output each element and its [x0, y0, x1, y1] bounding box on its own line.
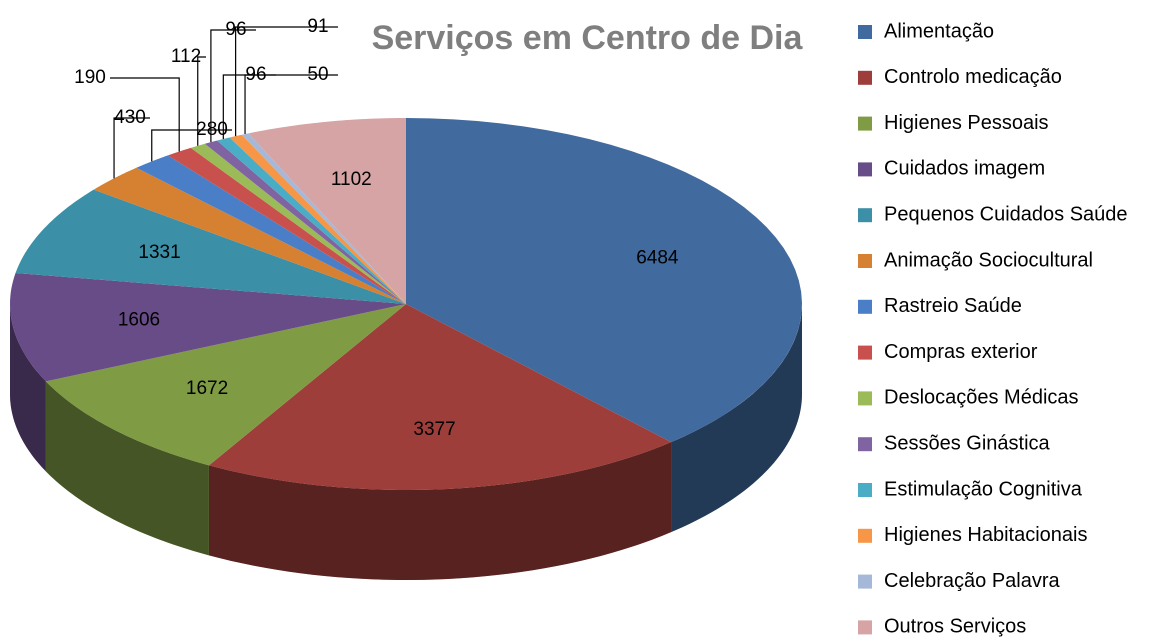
legend-label: Deslocações Médicas: [884, 387, 1079, 409]
slice: [10, 272, 407, 382]
legend-swatch: [858, 574, 872, 589]
legend-label: Compras exterior: [884, 341, 1038, 363]
slice-side-shade: [671, 304, 802, 533]
data-label: 1331: [138, 242, 180, 263]
legend-label: Higienes Pessoais: [884, 112, 1049, 134]
legend-label: Celebração Palavra: [884, 570, 1061, 592]
slice-side: [45, 381, 209, 556]
legend-swatch: [858, 116, 872, 131]
slice: [208, 304, 672, 490]
legend-swatch: [858, 391, 872, 406]
data-label: 112: [171, 46, 201, 67]
legend-label: Higienes Habitacionais: [884, 524, 1087, 546]
data-label: 3377: [413, 419, 455, 440]
legend-label: Cuidados imagem: [884, 158, 1045, 180]
legend-swatch: [858, 25, 872, 39]
legend-swatch: [858, 483, 872, 497]
slice-side: [671, 304, 802, 533]
slice: [406, 118, 802, 443]
slice: [241, 133, 406, 304]
slice: [248, 118, 406, 304]
legend-label: Sessões Ginástica: [884, 432, 1051, 454]
legend-label: Outros Serviços: [884, 616, 1026, 638]
legend-swatch: [858, 620, 872, 635]
slice: [167, 147, 406, 304]
slice-side: [10, 304, 46, 472]
leader-line: [151, 129, 232, 162]
legend-label: Animação Sociocultural: [884, 249, 1093, 271]
leader-line: [113, 117, 150, 179]
leader-line: [244, 74, 338, 135]
legend-label: Estimulação Cognitiva: [884, 478, 1083, 500]
slice: [93, 167, 407, 304]
legend-swatch: [858, 162, 872, 177]
legend-swatch: [858, 345, 872, 360]
slice: [204, 140, 406, 304]
legend-swatch: [858, 437, 872, 452]
slice: [217, 137, 406, 304]
leader-line: [110, 77, 180, 152]
legend-swatch: [858, 70, 872, 85]
slice: [45, 304, 407, 466]
chart-title: Serviços em Centro de Dia: [372, 19, 804, 57]
leader-line: [197, 56, 206, 146]
leader-line: [235, 26, 338, 137]
slice-side-shade: [10, 304, 46, 472]
legend-label: Alimentação: [884, 20, 994, 42]
data-label: 1606: [118, 309, 160, 330]
slice-side-shade: [45, 381, 209, 556]
legend-label: Pequenos Cuidados Saúde: [884, 203, 1128, 225]
data-label: 1672: [186, 378, 228, 399]
slice: [190, 143, 406, 304]
slice-side-shade: [208, 442, 672, 580]
legend-swatch: [858, 208, 872, 223]
leader-line: [210, 29, 256, 143]
legend-label: Controlo medicação: [884, 66, 1062, 88]
legend-swatch: [858, 528, 872, 543]
data-label: 6484: [636, 248, 679, 269]
slice: [136, 155, 406, 304]
data-label: 190: [74, 67, 106, 88]
slice-side: [208, 442, 672, 580]
legend-swatch: [858, 299, 872, 314]
slice: [15, 189, 406, 304]
slice: [229, 134, 406, 304]
data-label: 1102: [331, 169, 372, 190]
legend-swatch: [858, 254, 872, 268]
legend-label: Rastreio Saúde: [884, 295, 1022, 317]
